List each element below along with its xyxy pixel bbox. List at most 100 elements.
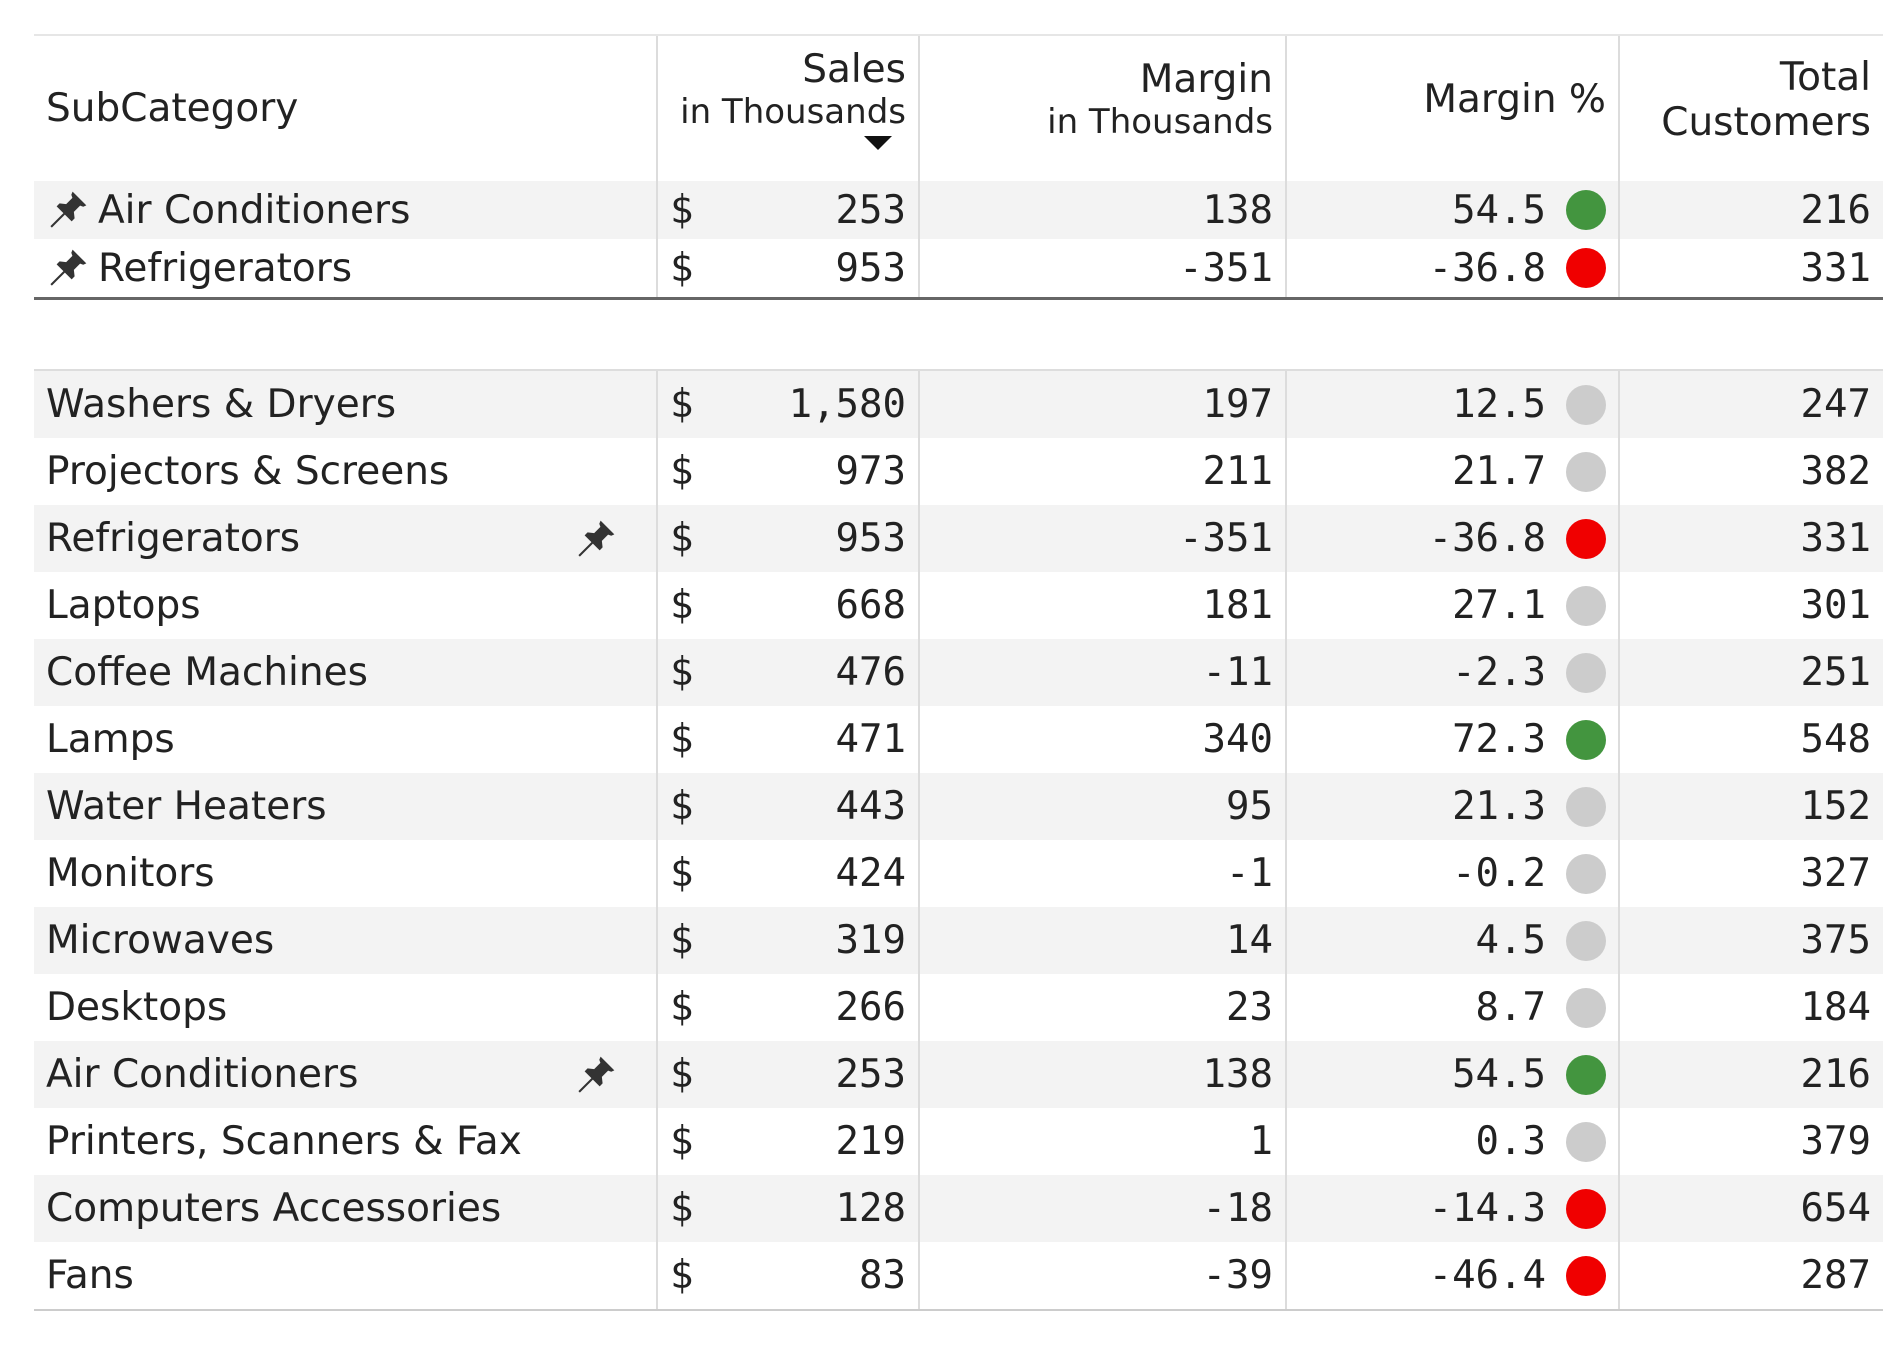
sales-cell: $253: [658, 1041, 920, 1108]
currency-symbol: $: [670, 918, 694, 963]
margin-cell: 181: [920, 572, 1287, 639]
currency-symbol: $: [670, 187, 694, 233]
subcategory-name: Refrigerators: [46, 516, 301, 561]
status-dot: [1566, 1121, 1606, 1162]
subcategory-name: Desktops: [46, 985, 228, 1030]
margin-value: 14: [1226, 918, 1273, 963]
margin-value: -351: [1179, 245, 1273, 291]
sales-cell: $443: [658, 773, 920, 840]
customers-cell: 331: [1620, 505, 1883, 572]
margin-pct-cell: 0.3: [1287, 1108, 1620, 1175]
table-row: Desktops $266 23 8.7 184: [34, 974, 1883, 1041]
margin-cell: 340: [920, 706, 1287, 773]
margin-cell: 1: [920, 1108, 1287, 1175]
pin-icon[interactable]: [574, 517, 618, 561]
customers-cell: 287: [1620, 1242, 1883, 1309]
margin-pct-cell: -0.2: [1287, 840, 1620, 907]
table-row: Laptops $668 181 27.1 301: [34, 572, 1883, 639]
margin-value: 211: [1202, 449, 1273, 494]
currency-symbol: $: [670, 516, 694, 561]
margin-cell: 138: [920, 1041, 1287, 1108]
currency-symbol: $: [670, 1186, 694, 1231]
customers-value: 251: [1800, 650, 1871, 695]
sales-value: 219: [835, 1119, 906, 1164]
margin-pct-cell: 21.7: [1287, 438, 1620, 505]
sales-cell: $668: [658, 572, 920, 639]
pin-icon[interactable]: [46, 246, 90, 290]
customers-cell: 382: [1620, 438, 1883, 505]
customers-cell: 331: [1620, 239, 1883, 297]
customers-cell: 216: [1620, 181, 1883, 239]
currency-symbol: $: [670, 650, 694, 695]
margin-pct-cell: 8.7: [1287, 974, 1620, 1041]
margin-pct-value: 21.3: [1452, 784, 1546, 829]
name-cell: Refrigerators: [34, 239, 658, 297]
subcategory-name: Computers Accessories: [46, 1186, 502, 1231]
status-dot: [1566, 1188, 1606, 1229]
status-dot: [1566, 987, 1606, 1028]
sales-cell: $476: [658, 639, 920, 706]
header-cell[interactable]: Margin %: [1287, 36, 1620, 181]
margin-pct-cell: -36.8: [1287, 239, 1620, 297]
status-dot: [1566, 652, 1606, 693]
margin-cell: 23: [920, 974, 1287, 1041]
table-row: Monitors $424 -1 -0.2 327: [34, 840, 1883, 907]
margin-pct-cell: -36.8: [1287, 505, 1620, 572]
margin-value: 1: [1249, 1119, 1273, 1164]
margin-cell: 95: [920, 773, 1287, 840]
margin-value: 138: [1202, 1052, 1273, 1097]
customers-cell: 184: [1620, 974, 1883, 1041]
subcategory-name: Washers & Dryers: [46, 382, 397, 427]
table-row: Microwaves $319 14 4.5 375: [34, 907, 1883, 974]
margin-pct-value: 0.3: [1475, 1119, 1546, 1164]
table-row: Refrigerators $953 -351 -36.8 331: [34, 505, 1883, 572]
subcategory-name: Water Heaters: [46, 784, 327, 829]
currency-symbol: $: [670, 1253, 694, 1298]
header-cell[interactable]: Margin in Thousands: [920, 36, 1287, 181]
pin-icon[interactable]: [574, 1053, 618, 1097]
status-dot: [1566, 248, 1606, 288]
sales-value: 319: [835, 918, 906, 963]
table-body: Washers & Dryers $1,580 197 12.5 247 Projecto…: [34, 369, 1883, 1311]
margin-value: 197: [1202, 382, 1273, 427]
currency-symbol: $: [670, 245, 694, 291]
margin-value: 340: [1202, 717, 1273, 762]
header-cell[interactable]: Sales in Thousands: [658, 36, 920, 181]
pin-icon[interactable]: [46, 188, 90, 232]
margin-pct-value: 4.5: [1475, 918, 1546, 963]
sales-value: 253: [835, 1052, 906, 1097]
table-row: Computers Accessories $128 -18 -14.3 654: [34, 1175, 1883, 1242]
header-text: SubCategory: [46, 86, 299, 131]
margin-pct-value: 8.7: [1475, 985, 1546, 1030]
sales-cell: $953: [658, 505, 920, 572]
sales-cell: $973: [658, 438, 920, 505]
sales-value: 471: [835, 717, 906, 762]
sales-value: 253: [835, 187, 906, 233]
margin-pct-cell: 54.5: [1287, 1041, 1620, 1108]
currency-symbol: $: [670, 449, 694, 494]
margin-cell: -39: [920, 1242, 1287, 1309]
subcategory-name: Fans: [46, 1253, 134, 1298]
subcategory-name: Coffee Machines: [46, 650, 368, 695]
margin-cell: -351: [920, 239, 1287, 297]
customers-value: 548: [1800, 717, 1871, 762]
sales-cell: $471: [658, 706, 920, 773]
margin-cell: -11: [920, 639, 1287, 706]
currency-symbol: $: [670, 1119, 694, 1164]
table-row: Fans $83 -39 -46.4 287: [34, 1242, 1883, 1309]
header-cell[interactable]: SubCategory: [34, 36, 658, 181]
header-cell[interactable]: Total Customers: [1620, 36, 1883, 181]
customers-value: 327: [1800, 851, 1871, 896]
currency-symbol: $: [670, 784, 694, 829]
sales-value: 476: [835, 650, 906, 695]
sales-value: 83: [859, 1253, 906, 1298]
table-row: Refrigerators $953 -351 -36.8 331: [34, 239, 1883, 297]
margin-pct-value: -0.2: [1452, 851, 1546, 896]
margin-pct-cell: 21.3: [1287, 773, 1620, 840]
sales-cell: $1,580: [658, 371, 920, 438]
sales-cell: $319: [658, 907, 920, 974]
name-cell: Lamps: [34, 706, 658, 773]
status-dot: [1566, 1255, 1606, 1296]
customers-value: 287: [1800, 1253, 1871, 1298]
